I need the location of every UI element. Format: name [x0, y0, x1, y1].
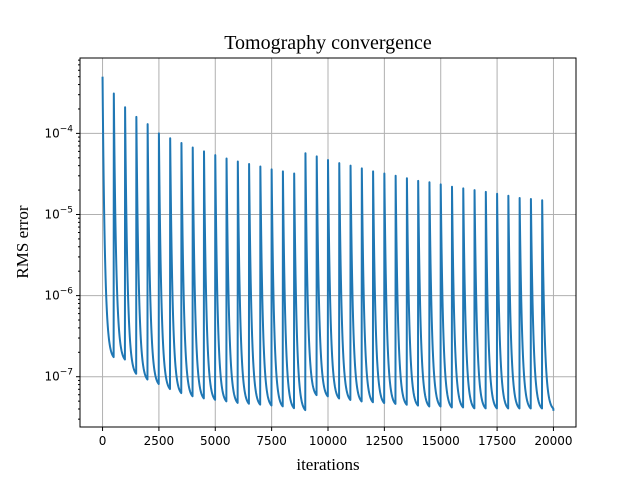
- series-layer: [101, 76, 555, 412]
- x-axis-label: iterations: [296, 455, 359, 474]
- y-tick-label: 10−4: [44, 124, 73, 140]
- axis-ticks: 0 2500 5000 7500 10000 12500 15000 17500 20000 10…: [44, 59, 573, 448]
- x-tick-label: 15000: [422, 434, 460, 448]
- x-tick-label: 20000: [534, 434, 572, 448]
- x-tick-label: 2500: [144, 434, 175, 448]
- x-tick-label: 5000: [200, 434, 231, 448]
- x-tick-label: 7500: [256, 434, 287, 448]
- x-tick-label: 17500: [478, 434, 516, 448]
- chart-title: Tomography convergence: [224, 32, 432, 54]
- y-axis-label: RMS error: [13, 205, 32, 279]
- y-tick-label: 10−6: [44, 287, 73, 303]
- x-tick-label: 0: [99, 434, 107, 448]
- y-tick-label: 10−5: [44, 206, 73, 222]
- x-tick-label: 10000: [309, 434, 347, 448]
- series-line-rms-error: [101, 76, 555, 412]
- x-tick-label: 12500: [365, 434, 403, 448]
- y-tick-label: 10−7: [44, 368, 73, 384]
